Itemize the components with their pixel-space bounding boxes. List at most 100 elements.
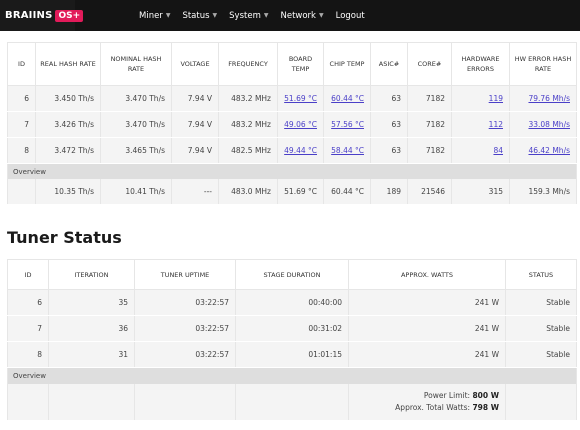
- cell-nominal-hash-rate: 3.470 Th/s: [100, 111, 172, 138]
- col-id: ID: [7, 259, 49, 290]
- col-status: STATUS: [505, 259, 577, 290]
- overview-board-temp: 51.69 °C: [277, 179, 324, 204]
- nav-miner-label: Miner: [139, 10, 163, 21]
- col-approx-watts: APPROX. WATTS: [348, 259, 506, 290]
- total-watts-label: Approx. Total Watts:: [395, 403, 471, 412]
- cell-iteration: 31: [48, 341, 135, 368]
- cell-tuner-uptime: 03:22:57: [134, 341, 236, 368]
- chip-temp-link[interactable]: 58.44 °C: [331, 146, 364, 155]
- col-iteration: ITERATION: [48, 259, 135, 290]
- cell-asic: 63: [370, 137, 408, 164]
- braiins-logo[interactable]: BRAIINS OS+: [0, 0, 84, 31]
- table-row: 8 31 03:22:57 01:01:15 241 W Stable: [7, 341, 577, 368]
- cell-real-hash-rate: 3.472 Th/s: [35, 137, 101, 164]
- col-stage-duration: STAGE DURATION: [235, 259, 349, 290]
- tuner-status-title: Tuner Status: [7, 228, 122, 247]
- cell-approx-watts: 241 W: [348, 315, 506, 342]
- overview-hardware-errors: 315: [451, 179, 510, 204]
- empty-cell: [505, 384, 577, 420]
- col-asic: ASIC#: [370, 42, 408, 86]
- col-core: CORE#: [407, 42, 452, 86]
- nav-status[interactable]: Status ▼: [182, 11, 217, 21]
- cell-nominal-hash-rate: 3.470 Th/s: [100, 85, 172, 112]
- board-temp-link[interactable]: 49.06 °C: [284, 120, 317, 129]
- nav-system[interactable]: System ▼: [229, 11, 268, 21]
- hashboard-table: ID REAL HASH RATE NOMINAL HASH RATE VOLT…: [7, 42, 577, 204]
- power-limit-value: 800 W: [472, 391, 499, 400]
- overview-hw-error-rate: 159.3 Mh/s: [509, 179, 577, 204]
- cell-frequency: 483.2 MHz: [218, 111, 278, 138]
- nav-network[interactable]: Network ▼: [280, 11, 323, 21]
- cell-id: 6: [7, 289, 49, 316]
- col-hardware-errors: HARDWARE ERRORS: [451, 42, 510, 86]
- col-board-temp: BOARD TEMP: [277, 42, 324, 86]
- hw-error-rate-link[interactable]: 79.76 Mh/s: [528, 94, 570, 103]
- chip-temp-link[interactable]: 60.44 °C: [331, 94, 364, 103]
- overview-section-row: Overview: [7, 163, 577, 179]
- cell-iteration: 35: [48, 289, 135, 316]
- cell-core: 7182: [407, 85, 452, 112]
- overview-core: 21546: [407, 179, 452, 204]
- table-row: 7 36 03:22:57 00:31:02 241 W Stable: [7, 315, 577, 342]
- table-row: 6 35 03:22:57 00:40:00 241 W Stable: [7, 289, 577, 316]
- cell-id: 8: [7, 341, 49, 368]
- main-content: ID REAL HASH RATE NOMINAL HASH RATE VOLT…: [7, 42, 577, 420]
- overview-nominal-hash-rate: 10.41 Th/s: [100, 179, 172, 204]
- chevron-down-icon: ▼: [318, 12, 324, 19]
- cell-stage-duration: 00:31:02: [235, 315, 349, 342]
- cell-frequency: 482.5 MHz: [218, 137, 278, 164]
- table-row: 7 3.426 Th/s 3.470 Th/s 7.94 V 483.2 MHz…: [7, 111, 577, 138]
- hw-error-rate-link[interactable]: 46.42 Mh/s: [528, 146, 570, 155]
- cell-iteration: 36: [48, 315, 135, 342]
- nav-system-label: System: [229, 10, 261, 21]
- nav-network-label: Network: [280, 10, 316, 21]
- chevron-down-icon: ▼: [263, 12, 269, 19]
- power-limit-line: Power Limit: 800 W: [355, 390, 499, 402]
- cell-asic: 63: [370, 111, 408, 138]
- tuner-overview-row: Power Limit: 800 W Approx. Total Watts: …: [7, 384, 577, 420]
- main-nav: Miner ▼ Status ▼ System ▼ Network ▼ Logout: [139, 0, 377, 31]
- chip-temp-link[interactable]: 57.56 °C: [331, 120, 364, 129]
- cell-nominal-hash-rate: 3.465 Th/s: [100, 137, 172, 164]
- cell-stage-duration: 00:40:00: [235, 289, 349, 316]
- cell-core: 7182: [407, 111, 452, 138]
- cell-voltage: 7.94 V: [171, 111, 219, 138]
- hardware-errors-link[interactable]: 112: [488, 120, 503, 129]
- table-row: 6 3.450 Th/s 3.470 Th/s 7.94 V 483.2 MHz…: [7, 85, 577, 112]
- hardware-errors-link[interactable]: 119: [488, 94, 503, 103]
- cell-voltage: 7.94 V: [171, 85, 219, 112]
- col-tuner-uptime: TUNER UPTIME: [134, 259, 236, 290]
- nav-logout[interactable]: Logout: [336, 11, 365, 21]
- overview-label: Overview: [7, 163, 577, 179]
- hardware-errors-link[interactable]: 84: [493, 146, 503, 155]
- col-frequency: FREQUENCY: [218, 42, 278, 86]
- cell-id: 6: [7, 85, 36, 112]
- overview-label: Overview: [7, 367, 577, 384]
- hashboard-header-row: ID REAL HASH RATE NOMINAL HASH RATE VOLT…: [7, 42, 577, 86]
- col-id: ID: [7, 42, 36, 86]
- empty-cell: [7, 384, 49, 420]
- cell-id: 8: [7, 137, 36, 164]
- cell-id: [7, 179, 36, 204]
- cell-id: 7: [7, 315, 49, 342]
- overview-frequency: 483.0 MHz: [218, 179, 278, 204]
- cell-tuner-uptime: 03:22:57: [134, 289, 236, 316]
- chevron-down-icon: ▼: [212, 12, 218, 19]
- cell-status: Stable: [505, 315, 577, 342]
- total-watts-value: 798 W: [472, 403, 499, 412]
- top-navbar: BRAIINS OS+ Miner ▼ Status ▼ System ▼ Netwo…: [0, 0, 580, 31]
- total-watts-line: Approx. Total Watts: 798 W: [355, 402, 499, 414]
- col-hw-error-hash-rate: HW ERROR HASH RATE: [509, 42, 577, 86]
- cell-status: Stable: [505, 289, 577, 316]
- board-temp-link[interactable]: 51.69 °C: [284, 94, 317, 103]
- board-temp-link[interactable]: 49.44 °C: [284, 146, 317, 155]
- empty-cell: [134, 384, 236, 420]
- empty-cell: [235, 384, 349, 420]
- hw-error-rate-link[interactable]: 33.08 Mh/s: [528, 120, 570, 129]
- nav-logout-label: Logout: [335, 10, 365, 21]
- cell-tuner-uptime: 03:22:57: [134, 315, 236, 342]
- cell-voltage: 7.94 V: [171, 137, 219, 164]
- nav-miner[interactable]: Miner ▼: [139, 11, 170, 21]
- table-row: 8 3.472 Th/s 3.465 Th/s 7.94 V 482.5 MHz…: [7, 137, 577, 164]
- col-chip-temp: CHIP TEMP: [323, 42, 371, 86]
